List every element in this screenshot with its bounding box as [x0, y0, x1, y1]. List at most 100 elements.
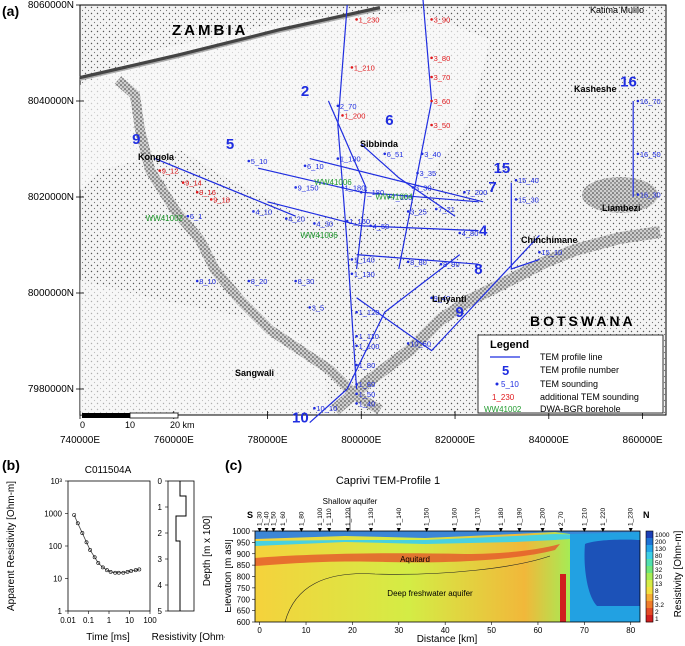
scalebar-zero: 0 [80, 420, 85, 430]
panel-label-a: (a) [2, 3, 20, 19]
sounding-label: 7_21 [438, 205, 455, 214]
depth-tick-label: 1 [158, 503, 163, 512]
colorbar-tick-label: 200 [655, 539, 666, 546]
legend-sounding-label: TEM sounding [540, 379, 598, 389]
sounding-label: 1_160 [349, 217, 370, 226]
sounding-point [125, 569, 130, 574]
station-marker [327, 528, 332, 532]
sounding-label: 9_14 [185, 179, 202, 188]
sounding-point [355, 334, 358, 338]
section-y-tick-label: 750 [237, 584, 251, 593]
section-y-tick-label: 700 [237, 595, 251, 604]
label-aquitard: Aquitard [400, 555, 430, 564]
station-label: 1_190 [516, 508, 523, 526]
legend-number-sample: 5 [502, 363, 509, 378]
legend-borehole-sample: WW41002 [484, 405, 522, 414]
sounding-labels: 1_230 1_210 1_200 1_190 1_180 1_160 1_140 1_130… [158, 0, 661, 413]
sounding-label: 16_30 [640, 191, 661, 200]
sounding-point [430, 123, 433, 127]
sounding-point [458, 231, 462, 235]
station-marker [317, 528, 322, 532]
sounding-label: 5_10 [251, 157, 268, 166]
section-xlabel: Distance [km] [417, 634, 478, 645]
sounding-label: 7_160 [391, 193, 412, 202]
depth-tick-label: 3 [158, 555, 163, 564]
sounding-x-tick-label: 10 [125, 616, 134, 625]
station-label: 1_110 [326, 508, 333, 526]
depth-tick-label: 2 [158, 529, 163, 538]
place-chinchimane: Chinchimane [521, 235, 578, 245]
sounding-label: 1_80 [359, 361, 376, 370]
sounding-point [116, 570, 121, 575]
sounding-fit-curve [73, 514, 140, 574]
map-x-tick-label: 740000E [60, 435, 100, 446]
section-stations: 1_30 1_40 1_50 1_60 1_80 1_100 1_110 1_120 1_130… [257, 508, 635, 532]
legend-title: Legend [490, 339, 529, 351]
sounding-point [336, 157, 340, 160]
sounding-label: 1_130 [354, 270, 375, 279]
sounding-point [84, 540, 89, 545]
sounding-point [137, 567, 142, 572]
sounding-point [369, 224, 372, 228]
sounding-label: 3_60 [434, 97, 451, 106]
station-label: 1_180 [498, 508, 505, 526]
sounding-label: 1_190 [340, 155, 361, 164]
sounding-point [313, 406, 316, 410]
sounding-title: C011504A [85, 465, 132, 476]
borehole-label: WW41002 [146, 214, 184, 223]
country-botswana: BOTSWANA [530, 313, 636, 329]
station-marker [424, 528, 429, 532]
sounding-x-tick-label: 0.1 [83, 616, 95, 625]
sounding-point [247, 159, 251, 163]
sounding-point [341, 186, 344, 189]
sounding-label: 9_150 [298, 183, 319, 192]
sounding-label: 3_30 [415, 183, 432, 192]
sounding-point [430, 56, 433, 60]
section-ylabel: Elevation [m asl] [225, 539, 234, 613]
station-marker [368, 528, 373, 532]
colorbar-tick-label: 20 [655, 574, 663, 581]
colorbar-tick-label: 80 [655, 553, 663, 560]
profile-number: 5 [226, 136, 234, 153]
sounding-point [430, 296, 433, 300]
colorbar-swatch [646, 538, 653, 546]
sounding-x-tick-label: 0.01 [60, 616, 76, 625]
scalebar-end: 20 km [170, 420, 195, 430]
profile-line [309, 254, 461, 424]
section-y-tick-label: 950 [237, 538, 251, 547]
sounding-point [121, 570, 126, 575]
sounding-label: 4_30 [316, 219, 333, 228]
sounding-x-tick-label: 1 [107, 616, 112, 625]
profile-number: 9 [456, 304, 464, 321]
sounding-point [294, 279, 297, 283]
borehole-label: WW41006 [314, 178, 352, 187]
sounding-y-tick-label: 10 [53, 575, 62, 584]
depth-tick-label: 4 [158, 581, 163, 590]
colorbar-tick-label: 32 [655, 567, 663, 574]
sounding-point [284, 217, 288, 220]
legend-borehole-label: DWA-BGR borehole [540, 404, 621, 414]
profile-line [510, 182, 540, 270]
station-marker [396, 528, 401, 532]
borehole-label: WW41004 [375, 192, 413, 201]
map-x-tick-label: 860000E [623, 435, 663, 446]
sounding-point [336, 104, 340, 108]
station-marker [280, 528, 285, 532]
sounding-point [195, 190, 199, 194]
sounding-label: 9_40 [434, 294, 451, 303]
map-x-tick-label: 780000E [247, 435, 287, 446]
depth-ticks: 0 1 2 3 4 5 [158, 477, 168, 616]
sounding-point [463, 190, 466, 194]
sounding-point [92, 555, 97, 560]
map-x-tick-label: 820000E [435, 435, 475, 446]
sounding-point [430, 75, 433, 79]
sounding-label: 1_100 [359, 342, 380, 351]
sounding-label: 9_18 [213, 195, 230, 204]
sounding-label: 8_90 [443, 260, 460, 269]
sounding-point [186, 214, 190, 218]
colorbar-frame [645, 530, 654, 623]
sounding-point [129, 569, 134, 573]
sounding-label: 4_10 [255, 207, 272, 216]
station-label: 1_40 [264, 511, 271, 526]
sounding-point [113, 570, 118, 575]
